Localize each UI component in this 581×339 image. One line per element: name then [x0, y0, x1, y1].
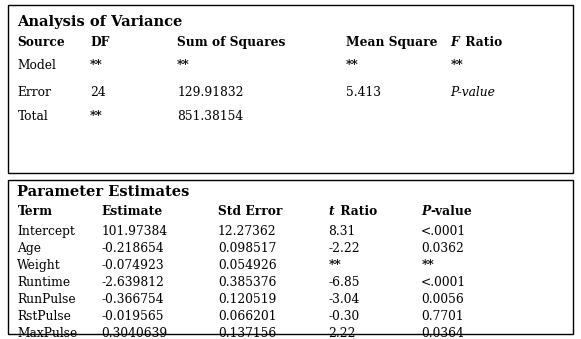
Text: 5.413: 5.413 — [346, 86, 381, 99]
Text: MaxPulse: MaxPulse — [17, 327, 78, 339]
Text: **: ** — [90, 59, 103, 72]
Text: Model: Model — [17, 59, 56, 72]
Text: -value: -value — [431, 205, 472, 218]
Text: Std Error: Std Error — [218, 205, 282, 218]
Text: Intercept: Intercept — [17, 225, 76, 238]
Text: RstPulse: RstPulse — [17, 310, 71, 323]
Text: -3.04: -3.04 — [328, 293, 360, 306]
Text: **: ** — [177, 59, 190, 72]
Text: Ratio: Ratio — [461, 36, 503, 48]
Text: 0.3040639: 0.3040639 — [102, 327, 168, 339]
Text: Error: Error — [17, 86, 51, 99]
Text: **: ** — [346, 59, 358, 72]
Text: RunPulse: RunPulse — [17, 293, 76, 306]
Text: Estimate: Estimate — [102, 205, 163, 218]
Text: 0.066201: 0.066201 — [218, 310, 277, 323]
Text: -0.074923: -0.074923 — [102, 259, 164, 272]
Text: 0.054926: 0.054926 — [218, 259, 277, 272]
Text: Analysis of Variance: Analysis of Variance — [17, 15, 183, 29]
Text: 851.38154: 851.38154 — [177, 110, 243, 123]
Text: Weight: Weight — [17, 259, 61, 272]
Text: -2.639812: -2.639812 — [102, 276, 164, 289]
Text: **: ** — [421, 259, 434, 272]
Text: 0.0364: 0.0364 — [421, 327, 464, 339]
Text: 0.385376: 0.385376 — [218, 276, 276, 289]
Bar — [8, 180, 573, 334]
Text: -0.30: -0.30 — [328, 310, 360, 323]
Text: Parameter Estimates: Parameter Estimates — [17, 185, 190, 199]
Text: -0.366754: -0.366754 — [102, 293, 164, 306]
Text: -0.218654: -0.218654 — [102, 242, 164, 255]
Text: Sum of Squares: Sum of Squares — [177, 36, 286, 48]
Text: 0.098517: 0.098517 — [218, 242, 276, 255]
Text: 0.0056: 0.0056 — [421, 293, 464, 306]
Text: <.0001: <.0001 — [421, 276, 467, 289]
Text: Term: Term — [17, 205, 52, 218]
Text: 2.22: 2.22 — [328, 327, 356, 339]
Text: 0.137156: 0.137156 — [218, 327, 276, 339]
Text: Total: Total — [17, 110, 48, 123]
Text: Source: Source — [17, 36, 65, 48]
Text: 24: 24 — [90, 86, 106, 99]
Text: 129.91832: 129.91832 — [177, 86, 243, 99]
Bar — [8, 5, 573, 173]
Text: P-value: P-value — [450, 86, 495, 99]
Text: P: P — [421, 205, 431, 218]
Text: DF: DF — [90, 36, 109, 48]
Text: 0.120519: 0.120519 — [218, 293, 276, 306]
Text: F: F — [450, 36, 459, 48]
Text: t: t — [328, 205, 334, 218]
Text: 0.7701: 0.7701 — [421, 310, 464, 323]
Text: 0.0362: 0.0362 — [421, 242, 464, 255]
Text: 12.27362: 12.27362 — [218, 225, 277, 238]
Text: -2.22: -2.22 — [328, 242, 360, 255]
Text: **: ** — [90, 110, 103, 123]
Text: Runtime: Runtime — [17, 276, 70, 289]
Text: Ratio: Ratio — [336, 205, 378, 218]
Text: 8.31: 8.31 — [328, 225, 356, 238]
Text: **: ** — [450, 59, 463, 72]
Text: -0.019565: -0.019565 — [102, 310, 164, 323]
Text: 101.97384: 101.97384 — [102, 225, 168, 238]
Text: **: ** — [328, 259, 341, 272]
Text: Age: Age — [17, 242, 41, 255]
Text: -6.85: -6.85 — [328, 276, 360, 289]
Text: <.0001: <.0001 — [421, 225, 467, 238]
Text: Mean Square: Mean Square — [346, 36, 437, 48]
